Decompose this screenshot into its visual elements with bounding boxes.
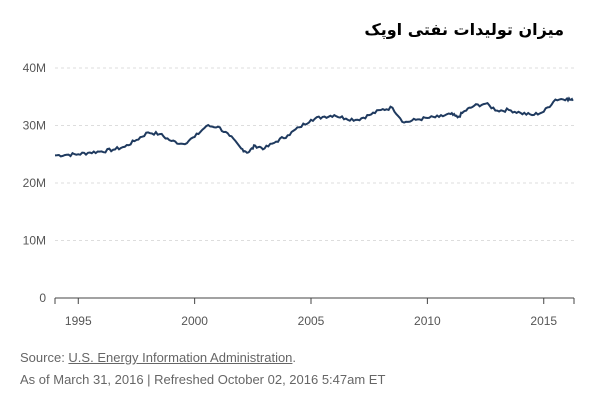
x-tick-label: 2000 [181, 314, 208, 328]
grid-lines [55, 67, 574, 241]
line-chart: 0 10M 20M 30M 40M 1995 2000 2005 2010 2015 [23, 61, 575, 328]
as-of-note: As of March 31, 2016 | Refreshed October… [20, 372, 386, 387]
source-suffix: . [292, 350, 297, 365]
y-tick-label: 0 [39, 291, 46, 305]
y-axis-ticks: 0 10M 20M 30M 40M [23, 61, 47, 305]
source-note: Source: U.S. Energy Information Administ… [20, 350, 296, 365]
chart-title: میزان تولیدات نفتی اوپک [364, 20, 564, 39]
source-prefix: Source: [20, 350, 69, 365]
x-tick-label: 1995 [65, 314, 92, 328]
source-link[interactable]: U.S. Energy Information Administration [68, 350, 293, 365]
x-axis-ticks: 1995 2000 2005 2010 2015 [54, 298, 575, 328]
x-tick-label: 2010 [414, 314, 441, 328]
series-line [54, 96, 574, 158]
y-tick-label: 20M [23, 176, 46, 190]
y-tick-label: 40M [23, 61, 46, 75]
y-tick-label: 30M [23, 119, 46, 133]
x-tick-label: 2005 [298, 314, 325, 328]
x-tick-label: 2015 [530, 314, 557, 328]
y-tick-label: 10M [23, 234, 46, 248]
